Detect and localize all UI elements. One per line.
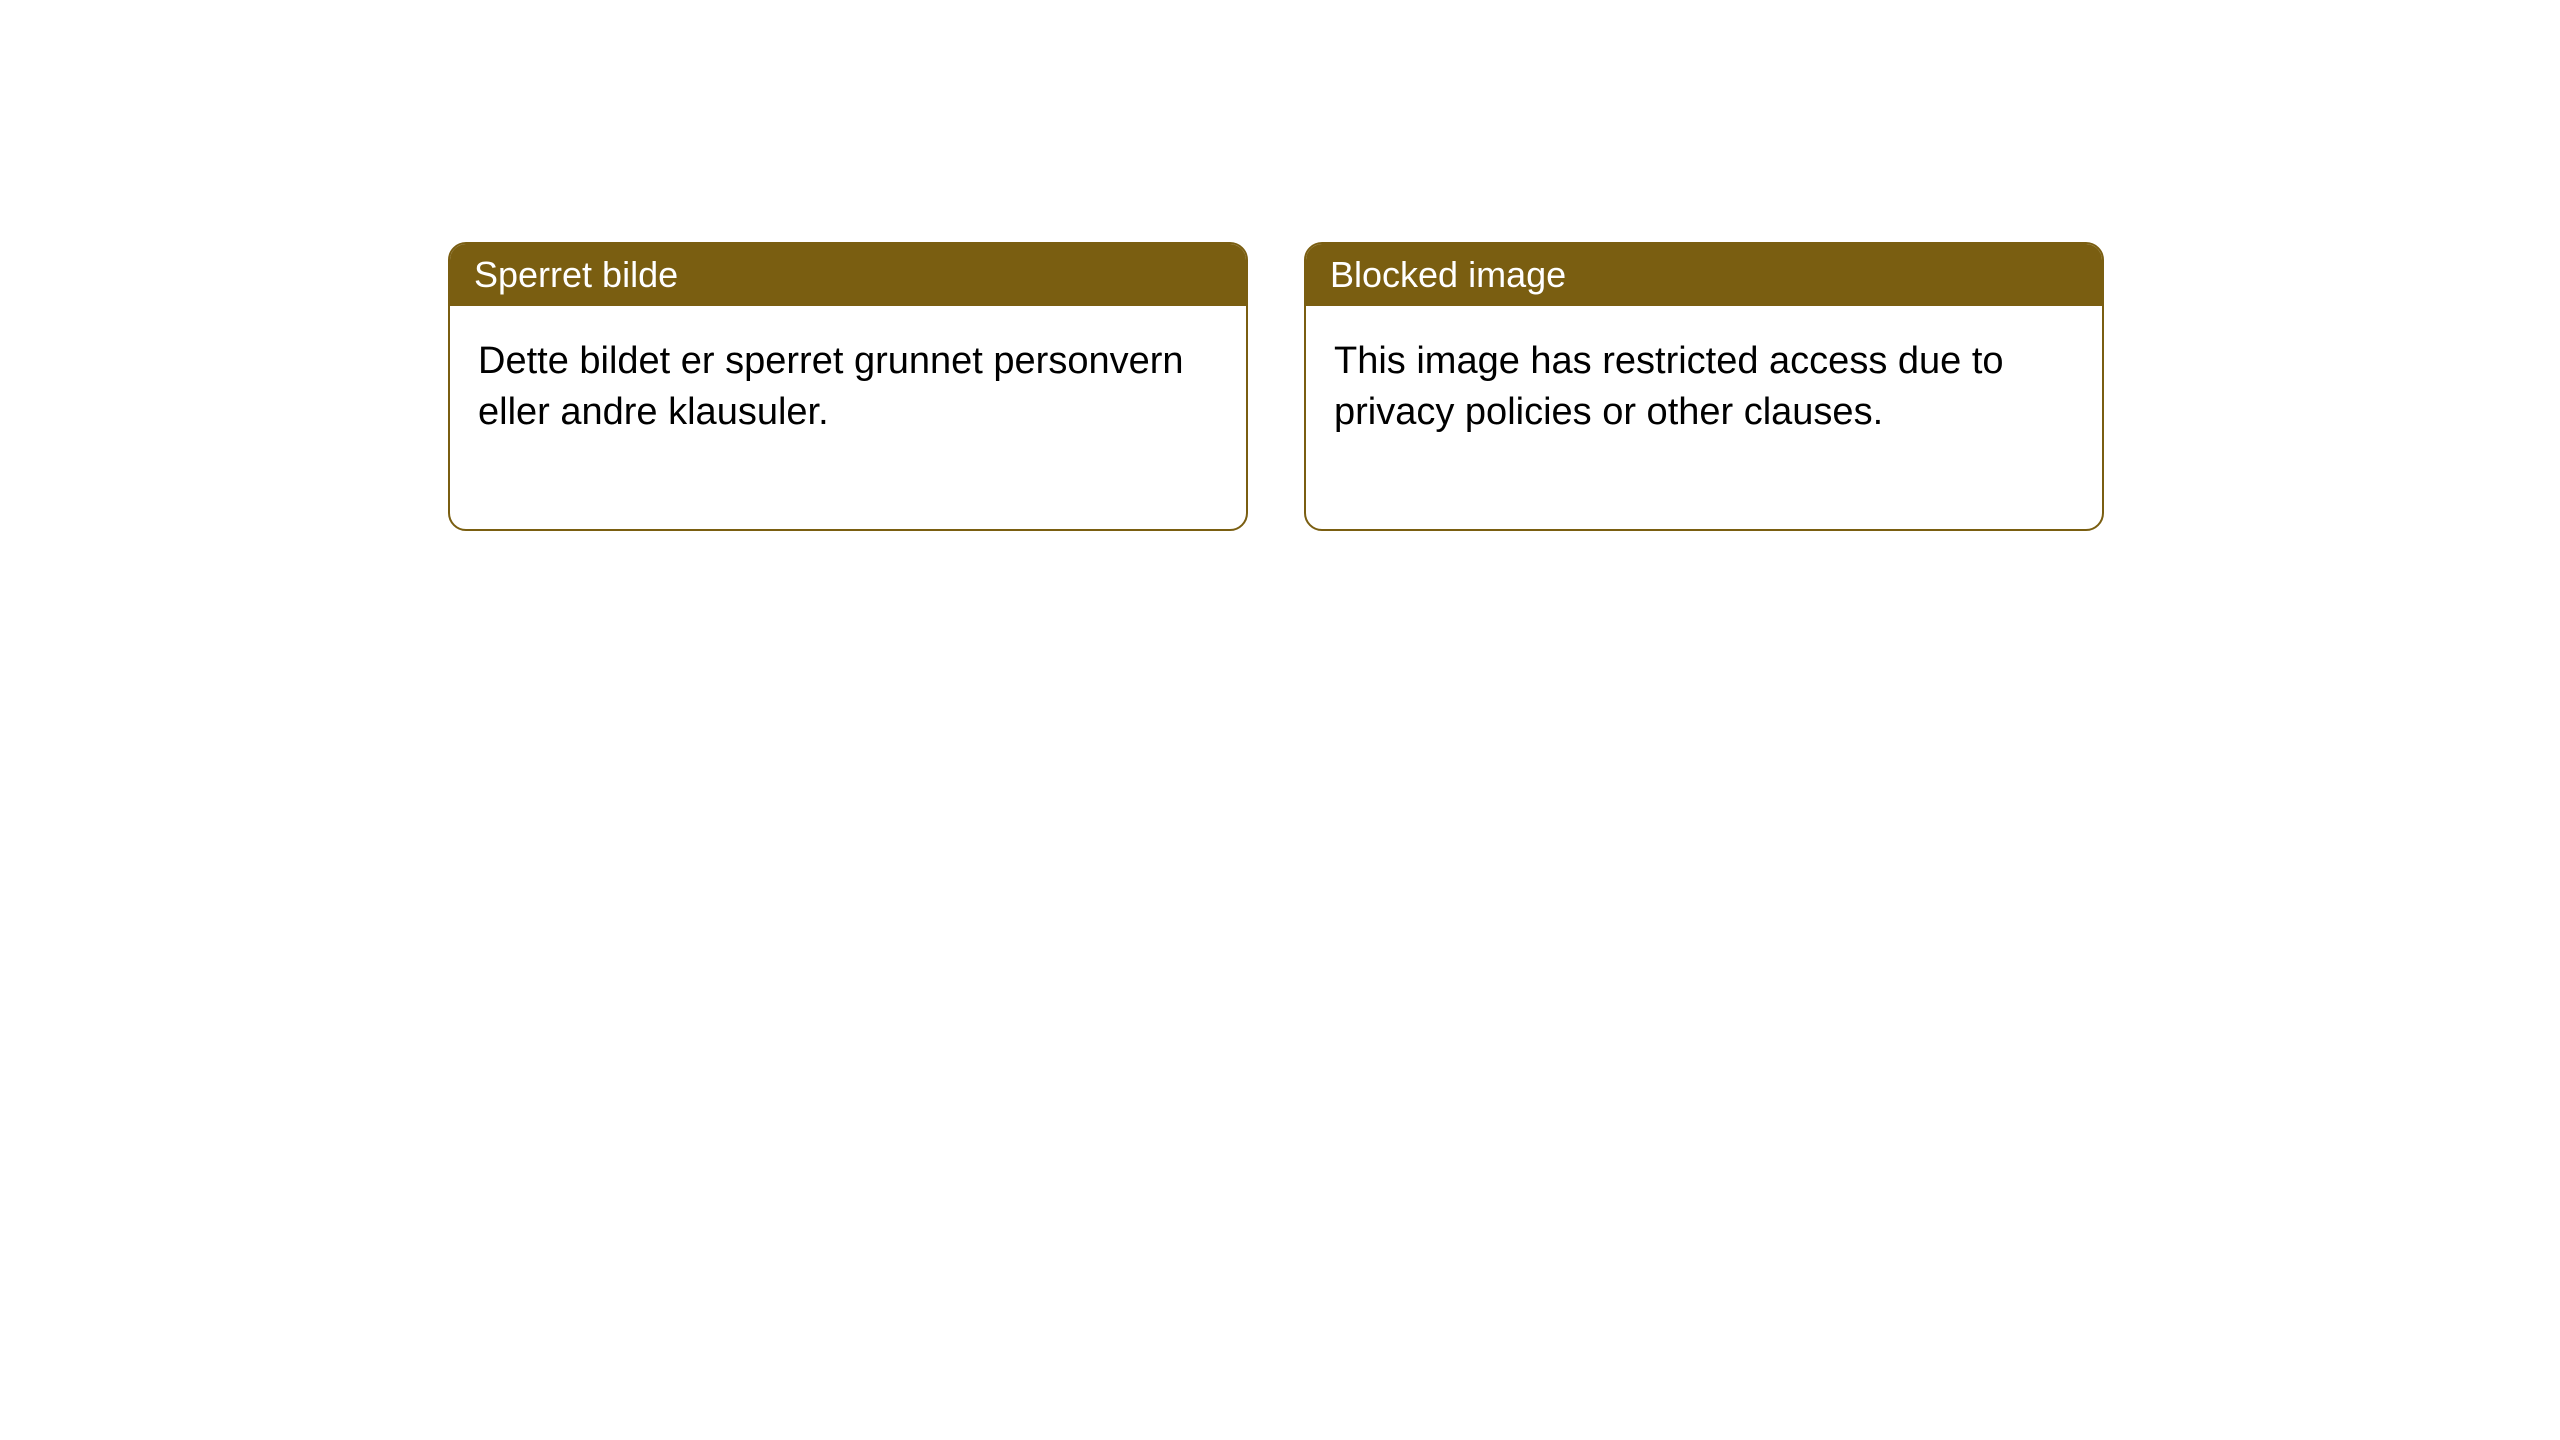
notice-body: This image has restricted access due to … [1306, 306, 2102, 529]
notice-header: Sperret bilde [450, 244, 1246, 306]
notice-body: Dette bildet er sperret grunnet personve… [450, 306, 1246, 529]
notice-header: Blocked image [1306, 244, 2102, 306]
notice-text: This image has restricted access due to … [1334, 340, 2004, 433]
notice-container: Sperret bilde Dette bildet er sperret gr… [448, 242, 2104, 531]
notice-title: Blocked image [1330, 254, 1566, 295]
notice-box-norwegian: Sperret bilde Dette bildet er sperret gr… [448, 242, 1248, 531]
notice-box-english: Blocked image This image has restricted … [1304, 242, 2104, 531]
notice-text: Dette bildet er sperret grunnet personve… [478, 340, 1184, 433]
notice-title: Sperret bilde [474, 254, 678, 295]
